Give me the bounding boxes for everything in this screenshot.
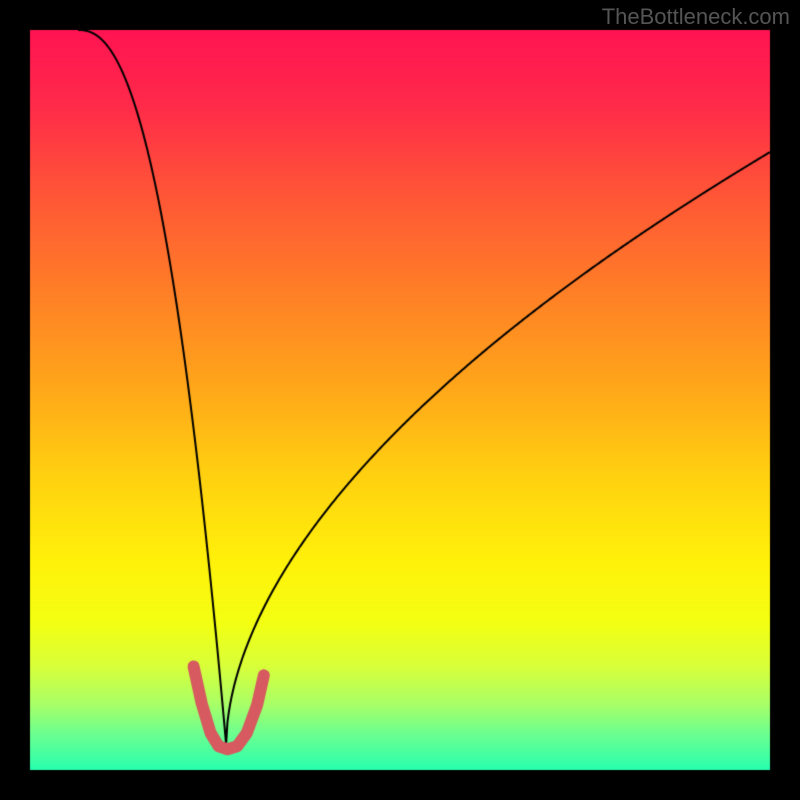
bottleneck-chart-canvas — [0, 0, 800, 800]
chart-root: TheBottleneck.com — [0, 0, 800, 800]
